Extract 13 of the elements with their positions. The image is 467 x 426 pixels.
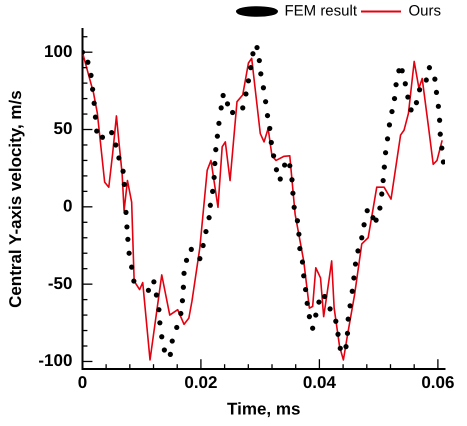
- legend-label: FEM result: [284, 2, 358, 20]
- y-tick-label: 0: [62, 196, 72, 216]
- y-tick-label: 50: [54, 119, 72, 138]
- y-tick-label: 100: [44, 42, 72, 61]
- y-tick-label: -100: [38, 351, 72, 370]
- x-tick-label: 0.06: [421, 373, 454, 392]
- x-tick-label: 0.04: [302, 373, 336, 392]
- x-axis-title: Time, ms: [227, 399, 300, 418]
- x-tick-label: 0.02: [184, 373, 218, 392]
- legend-label: Ours: [408, 2, 442, 20]
- y-tick-label: -50: [48, 274, 72, 293]
- x-tick-label: 0: [78, 373, 88, 392]
- y-axis-title: Central Y-axis velocity, m/s: [6, 90, 25, 308]
